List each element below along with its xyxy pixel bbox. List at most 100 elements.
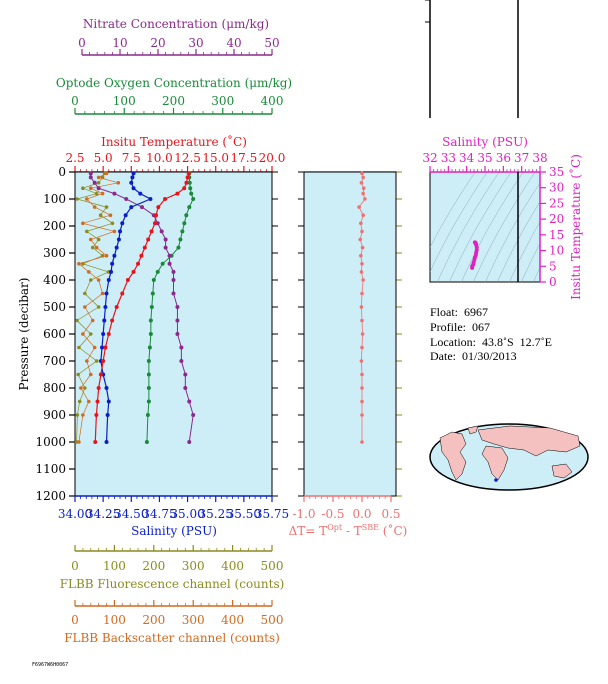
isopycnal-line: [509, 221, 540, 282]
oxygen-point: [184, 213, 189, 218]
backscatter-tick-label: 200: [142, 613, 165, 627]
fluorescence-point: [81, 186, 85, 190]
delta-point: [361, 278, 365, 282]
fluorescence-point: [77, 345, 81, 350]
oxygen-point: [176, 245, 181, 250]
fluorescence-point: [90, 245, 95, 250]
temperature-point: [152, 221, 157, 226]
salinity-point: [138, 191, 143, 196]
pressure-tick-label: 300: [43, 246, 66, 260]
isopycnal-line: [449, 172, 512, 282]
ts-temp-tick-label: 15: [549, 228, 564, 242]
temperature-point: [139, 253, 144, 258]
temperature-point: [184, 180, 189, 185]
delta-point: [360, 171, 364, 176]
pressure-tick-label: 1100: [35, 462, 66, 476]
backscatter-point: [108, 213, 113, 217]
nitrate-point: [183, 372, 188, 377]
salinity-tick-label: 35.00: [170, 507, 204, 521]
pressure-axis-title: Pressure (decibar): [17, 278, 31, 391]
info-float: Float: 6967: [430, 305, 489, 319]
temperature-point: [156, 205, 161, 210]
temperature-point: [103, 345, 108, 350]
fluorescence-point: [76, 372, 80, 377]
salinity-tick-label: 35.25: [199, 507, 233, 521]
nitrate-tick-label: 50: [264, 36, 279, 50]
temperature-point: [136, 261, 141, 266]
salinity-axis: 34.0034.2534.5034.7535.0035.2535.5035.75…: [58, 495, 289, 538]
map-land-greenland: [467, 425, 479, 435]
delta-point: [359, 221, 363, 226]
ts-salinity-tick-label: 32: [422, 151, 437, 165]
delta-title-suffix: (˚C): [379, 523, 407, 538]
info-profile: Profile: 067: [430, 320, 490, 334]
backscatter-point: [85, 359, 89, 363]
backscatter-point: [86, 270, 91, 274]
nitrate-point: [92, 180, 97, 185]
fluorescence-tick-label: 500: [261, 559, 284, 573]
fluorescence-point: [75, 318, 79, 323]
oxygen-point: [187, 180, 192, 185]
oxygen-point: [155, 269, 160, 274]
pressure-tick-label: 500: [43, 300, 66, 314]
backscatter-point: [77, 262, 81, 266]
nitrate-point: [96, 186, 101, 191]
nitrate-point: [163, 237, 168, 242]
fluorescence-point: [88, 278, 93, 282]
oxygen-point: [144, 440, 149, 444]
fluorescence-tick-label: 400: [221, 559, 244, 573]
oxygen-tick-label: 400: [261, 94, 284, 108]
delta-panel-background: [303, 171, 397, 497]
delta-point: [361, 191, 365, 196]
backscatter-point: [100, 291, 105, 296]
map-land-eurasia: [477, 425, 581, 457]
delta-tick-label: -0.5: [321, 507, 344, 521]
fluorescence-point: [83, 291, 87, 296]
ts-salinity-tick-label: 36: [496, 151, 511, 165]
temperature-tick-label: 5.0: [94, 151, 113, 165]
salinity-point: [106, 278, 111, 282]
salinity-point: [129, 205, 134, 210]
backscatter-point: [90, 318, 95, 323]
fluorescence-point: [96, 305, 101, 309]
isopycnal-line: [430, 172, 476, 248]
oxygen-point: [187, 205, 192, 210]
oxygen-point: [145, 413, 150, 417]
delta-tick-label: -1.0: [292, 507, 315, 521]
isopycnal-line: [430, 172, 488, 273]
ts-point: [472, 240, 477, 245]
ts-salinity-tick-label: 33: [441, 151, 456, 165]
ts-salinity-tick-label: 34: [459, 151, 475, 165]
fluorescence-point: [110, 221, 115, 226]
backscatter-tick-label: 0: [71, 613, 79, 627]
info-date: Date: 01/30/2013: [430, 349, 517, 363]
delta-point: [359, 359, 364, 363]
backscatter-point: [96, 175, 101, 180]
ts-temp-tick-label: 5: [549, 259, 557, 273]
oxygen-point: [147, 345, 152, 350]
nitrate-point: [183, 386, 188, 390]
backscatter-point: [88, 186, 93, 190]
fluorescence-point: [88, 332, 93, 336]
nitrate-point: [112, 191, 117, 196]
temperature-axis-title: Insitu Temperature (˚C): [101, 134, 247, 149]
fluorescence-point: [94, 191, 99, 196]
nitrate-point: [171, 278, 176, 282]
temperature-point: [146, 237, 151, 242]
oxygen-tick-label: 200: [162, 94, 185, 108]
ts-salinity-tick-label: 38: [532, 151, 547, 165]
delta-point: [360, 345, 364, 350]
ts-salinity-title: Salinity (PSU): [442, 135, 528, 149]
temperature-point: [114, 305, 119, 309]
nitrate-point: [179, 345, 184, 350]
pressure-tick-label: 600: [43, 327, 66, 341]
salinity-point: [148, 197, 153, 201]
nitrate-point: [175, 332, 180, 336]
temperature-point: [125, 278, 130, 282]
nitrate-point: [171, 291, 176, 296]
pressure-tick-label: 1000: [35, 435, 66, 449]
backscatter-tick-label: 500: [261, 613, 284, 627]
backscatter-point: [83, 305, 87, 309]
backscatter-point: [92, 205, 97, 209]
